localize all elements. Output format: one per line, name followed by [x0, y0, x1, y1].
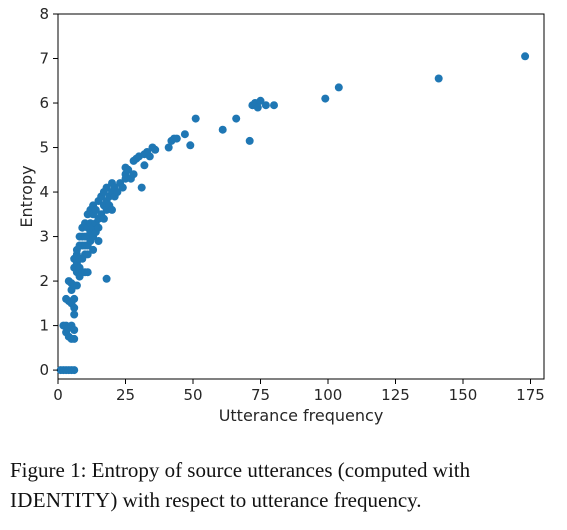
data-point-119 [270, 101, 278, 110]
data-point-76 [102, 274, 111, 283]
x-tick-label-3: 75 [251, 386, 270, 404]
data-point-118 [261, 101, 270, 110]
data-point-101 [145, 152, 154, 161]
data-point-110 [191, 114, 200, 123]
data-point-104 [164, 143, 173, 152]
data-point-68 [94, 237, 103, 245]
data-point-107 [172, 134, 181, 143]
data-point-5 [70, 366, 79, 375]
x-tick-label-6: 150 [449, 386, 478, 404]
data-point-108 [180, 130, 189, 139]
scatter-plot: 0 25 50 75 100 125 150 175 0 1 2 3 4 5 6 7 8 Utterance … [17, 5, 545, 425]
y-tick-label-1: 1 [39, 317, 49, 335]
data-point-50 [83, 250, 92, 259]
x-tick-label-5: 125 [381, 386, 410, 404]
data-point-109 [186, 141, 195, 150]
data-point-13 [70, 326, 79, 334]
data-point-85 [113, 188, 122, 196]
y-tick-label-8: 8 [39, 5, 49, 23]
data-point-94 [129, 170, 138, 179]
data-point-21 [70, 303, 79, 312]
data-point-103 [151, 145, 160, 154]
y-tick-label-7: 7 [39, 50, 49, 68]
x-tick-label-7: 175 [516, 386, 545, 404]
y-tick-label-3: 3 [39, 228, 49, 246]
data-point-52 [83, 268, 92, 277]
data-point-29 [72, 281, 81, 290]
data-point-67 [94, 223, 103, 232]
data-point-98 [140, 161, 149, 170]
data-point-121 [334, 83, 343, 92]
data-point-81 [108, 205, 116, 214]
data-point-111 [218, 125, 227, 134]
x-tick-label-0: 0 [53, 386, 63, 404]
x-tick-label-4: 100 [314, 386, 343, 404]
data-point-112 [232, 114, 241, 123]
data-point-23 [70, 310, 79, 319]
figure-caption: Figure 1: Entropy of source utterances (… [10, 455, 560, 515]
x-tick-label-2: 50 [183, 386, 202, 404]
data-point-117 [256, 96, 265, 105]
data-point-14 [70, 334, 79, 343]
data-point-73 [99, 214, 108, 223]
y-tick-label-4: 4 [39, 183, 49, 201]
data-point-120 [321, 94, 330, 103]
y-tick-label-5: 5 [39, 139, 49, 157]
data-point-22 [70, 294, 79, 303]
data-point-87 [118, 183, 127, 192]
y-tick-label-6: 6 [39, 94, 49, 112]
y-axis-ticks: 0 1 2 3 4 5 6 7 8 [39, 5, 58, 379]
caption-identity: IDENTITY [10, 488, 111, 512]
data-points [56, 52, 530, 375]
data-point-116 [253, 103, 262, 112]
data-point-63 [91, 205, 100, 214]
y-tick-label-2: 2 [39, 272, 49, 290]
data-point-113 [245, 136, 254, 145]
x-axis-ticks: 0 25 50 75 100 125 150 175 [53, 379, 545, 404]
data-point-60 [89, 245, 98, 254]
data-point-122 [434, 74, 443, 83]
data-point-97 [137, 183, 146, 192]
caption-prefix: Figure 1: Entropy of source utterances (… [10, 458, 471, 482]
y-axis-label: Entropy [17, 165, 36, 227]
data-point-75 [102, 183, 111, 192]
plot-frame [57, 13, 545, 380]
caption-suffix: ) with respect to utterance frequency. [110, 488, 422, 512]
x-tick-label-1: 25 [116, 386, 135, 404]
y-tick-label-0: 0 [39, 361, 49, 379]
data-point-91 [124, 165, 133, 174]
data-point-123 [521, 52, 530, 61]
x-axis-label: Utterance frequency [219, 406, 384, 425]
